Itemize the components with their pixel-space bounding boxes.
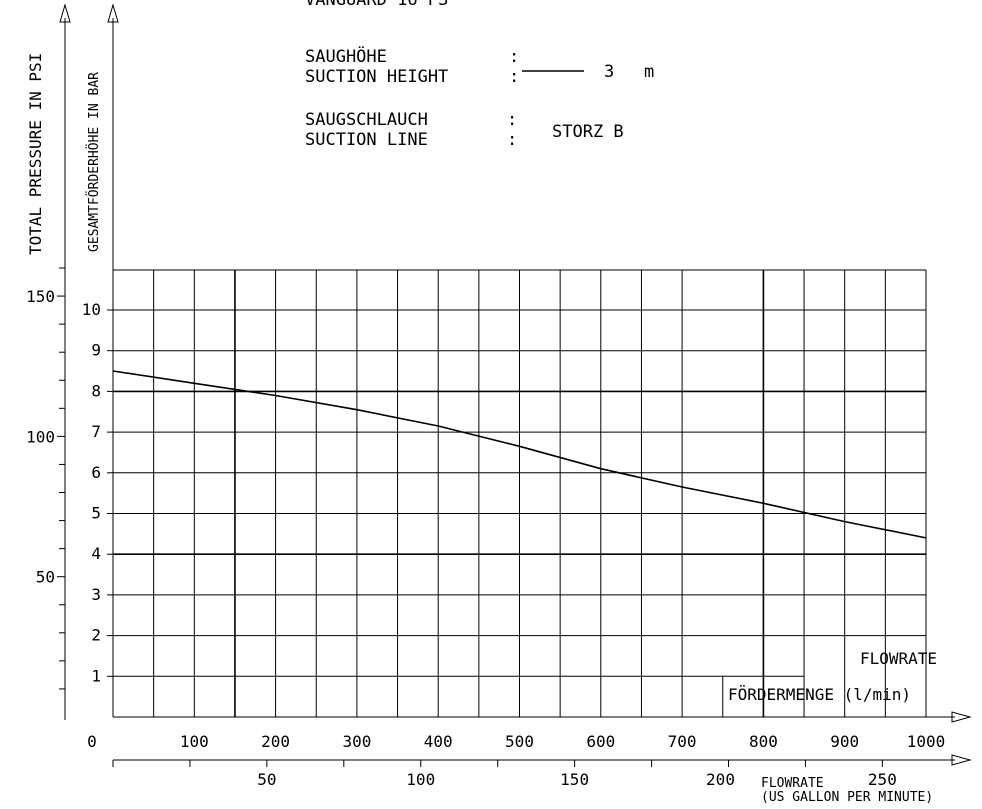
- x-tick-label: 700: [668, 732, 697, 751]
- gpm-tick-label: 250: [868, 770, 897, 789]
- suction-height-unit: m: [644, 62, 654, 82]
- bar-axis-arrow: [107, 3, 119, 23]
- x-tick-label: 800: [749, 732, 778, 751]
- axes: [59, 3, 972, 766]
- model-title: VANGUARD 16 PS: [305, 0, 448, 10]
- bar-tick-label: 2: [91, 626, 101, 645]
- psi-tick-label: 50: [36, 568, 55, 587]
- bar-tick-label: 5: [91, 504, 101, 523]
- gpm-tick-label: 200: [706, 770, 735, 789]
- x-tick-label: 300: [342, 732, 371, 751]
- gpm-tick-label: 150: [560, 770, 589, 789]
- suction-height-label-de: SAUGHÖHE: [305, 45, 387, 67]
- x-tick-label: 100: [180, 732, 209, 751]
- x-axis-arrow: [951, 711, 972, 723]
- series: [112, 370, 927, 539]
- bar-tick-label: 9: [91, 341, 101, 360]
- suction-line-label-en: SUCTION LINE: [305, 130, 428, 150]
- bar-axis-title: GESAMTFÖRDERHÖHE IN BAR: [85, 72, 102, 252]
- gpm-axis-arrow: [951, 754, 972, 766]
- x-tick-label: 400: [424, 732, 453, 751]
- flowrate-label: FLOWRATE: [860, 649, 937, 668]
- x-axis-title: FÖRDERMENGE (l/min): [728, 685, 911, 704]
- bar-tick-label: 3: [91, 585, 101, 604]
- bar-tick-label: 10: [82, 300, 101, 319]
- tick-labels: 1 2 3 4 5 6 7 8 9 10 50 100 150 0 100 200 300 400 500 600 70…: [26, 267, 946, 789]
- x-tick-label: 500: [505, 732, 534, 751]
- suction-height-colon-de: :: [509, 47, 519, 67]
- x-tick-label: 900: [830, 732, 859, 751]
- x-tick-label: 1000: [907, 732, 946, 751]
- bar-tick-label: 4: [91, 544, 101, 563]
- suction-line-colon-de: :: [507, 110, 517, 130]
- suction-height-label-en: SUCTION HEIGHT: [305, 67, 448, 87]
- bar-tick-label: 7: [91, 422, 101, 441]
- psi-axis-arrow: [59, 3, 71, 23]
- gpm-tick-label: 100: [406, 770, 435, 789]
- suction-height-colon-en: :: [509, 67, 519, 87]
- psi-tick-label: 150: [26, 287, 55, 306]
- psi-tick-label: 100: [26, 427, 55, 446]
- grid: [113, 269, 927, 717]
- psi-axis-title: TOTAL PRESSURE IN PSI: [26, 53, 45, 255]
- bar-tick-label: 8: [91, 381, 101, 400]
- x-tick-label: 0: [87, 732, 97, 751]
- x-tick-label: 200: [261, 732, 290, 751]
- x-tick-label: 600: [586, 732, 615, 751]
- suction-line-value: STORZ B: [552, 122, 624, 142]
- performance-curve: [112, 370, 927, 539]
- suction-line-label-de: SAUGSCHLAUCH: [305, 110, 428, 130]
- suction-line-colon-en: :: [507, 130, 517, 150]
- x2-axis-title: FLOWRATE: [761, 776, 824, 791]
- x2-axis-subtitle: (US GALLON PER MINUTE): [761, 790, 933, 805]
- bar-tick-label: 1: [91, 666, 101, 685]
- gpm-tick-label: 50: [257, 770, 276, 789]
- suction-height-value: 3: [604, 62, 614, 82]
- bar-tick-label: 6: [91, 463, 101, 482]
